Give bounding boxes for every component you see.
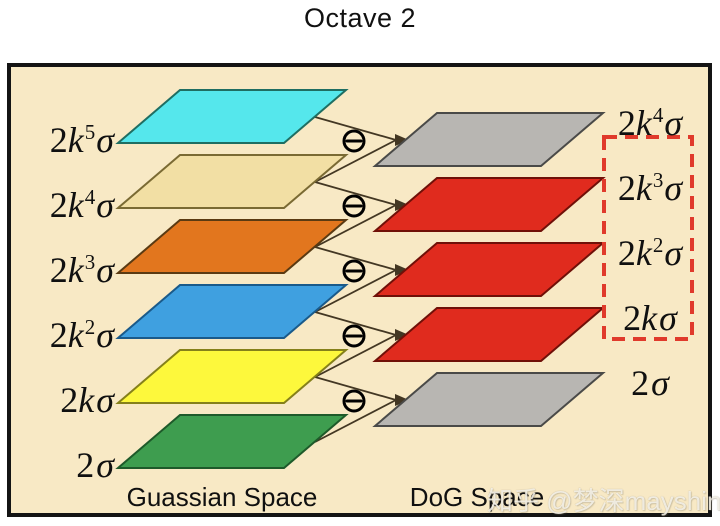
label-var: k [635, 103, 652, 143]
label-sigma: σ [664, 103, 683, 143]
difference-edge [314, 376, 397, 401]
arrowhead-icon [395, 264, 409, 276]
dog-layer-red-3 [372, 307, 606, 362]
gaussian-layer-blue [115, 284, 349, 339]
gaussian-stack [115, 89, 349, 469]
gaussian-layer-cyan [115, 89, 349, 144]
difference-edge [314, 269, 397, 313]
label-sup: 2 [652, 233, 664, 257]
label-sigma: σ [96, 315, 114, 355]
arrowhead-icon [395, 199, 409, 211]
difference-edge [314, 181, 397, 206]
label-var: k [635, 233, 652, 273]
minus-operator-circle [342, 324, 366, 348]
label-coef: 2 [49, 250, 68, 290]
label-var: k [635, 168, 652, 208]
gaussian-layer-orange [115, 219, 349, 274]
label-coef: 2 [617, 233, 636, 273]
dog-sigma-label-2: 2k2σ [604, 223, 696, 273]
label-sup: 4 [84, 185, 96, 209]
label-coef: 2 [631, 363, 650, 403]
label-sigma: σ [659, 298, 677, 338]
keypoint-dashed-box [602, 135, 694, 341]
label-sigma: σ [664, 168, 683, 208]
minus-operator-circle [342, 194, 366, 218]
difference-edge [314, 204, 397, 248]
connection-lines [314, 116, 397, 443]
label-sigma: σ [664, 233, 683, 273]
label-sigma: σ [96, 185, 114, 225]
label-coef: 2 [49, 315, 68, 355]
dog-sigma-label-0: 2k4σ [604, 93, 696, 143]
dog-layer-gray-bottom [372, 372, 606, 427]
difference-edge [314, 139, 397, 183]
label-coef: 2 [60, 380, 79, 420]
gaussian-sigma-label-3: 2k2σ [14, 305, 114, 355]
minus-operator-circle [342, 389, 366, 413]
arrowhead-icon [395, 134, 409, 146]
label-coef: 2 [76, 445, 95, 485]
gaussian-space-label: Guassian Space [126, 482, 318, 512]
difference-edge [314, 334, 397, 378]
dog-sigma-label-3: 2kσ [604, 288, 696, 338]
arrowhead-icon [395, 394, 409, 406]
label-var: k [67, 315, 84, 355]
label-sup: 2 [84, 315, 96, 339]
dog-sigma-label-4: 2σ [604, 353, 696, 403]
gaussian-sigma-label-1: 2k4σ [14, 175, 114, 225]
label-sigma: σ [96, 445, 114, 485]
label-sup: 3 [84, 250, 96, 274]
gaussian-sigma-label-5: 2σ [14, 435, 114, 485]
minus-operator-icon [342, 129, 366, 413]
label-var: k [641, 298, 658, 338]
label-var: k [67, 120, 84, 160]
dog-layer-gray-top [372, 112, 606, 167]
gaussian-sigma-label-0: 2k5σ [14, 110, 114, 160]
dog-stack [372, 112, 606, 427]
label-coef: 2 [617, 103, 636, 143]
arrowhead-icon [395, 329, 409, 341]
minus-operator-circle [342, 259, 366, 283]
difference-edge [314, 246, 397, 271]
label-coef: 2 [623, 298, 642, 338]
label-sigma: σ [651, 363, 669, 403]
label-var: k [67, 185, 84, 225]
gaussian-layer-yellow [115, 349, 349, 404]
dog-layer-red-2 [372, 242, 606, 297]
minus-operator-circle [342, 129, 366, 153]
dog-sigma-label-1: 2k3σ [604, 158, 696, 208]
gaussian-sigma-label-4: 2kσ [14, 370, 114, 420]
label-coef: 2 [617, 168, 636, 208]
label-sigma: σ [96, 120, 114, 160]
gaussian-sigma-label-2: 2k3σ [14, 240, 114, 290]
watermark: 知乎 @梦深mayshine [487, 486, 720, 516]
label-sigma: σ [96, 380, 114, 420]
dog-layer-red-1 [372, 177, 606, 232]
label-var: k [67, 250, 84, 290]
label-sup: 4 [652, 103, 664, 127]
difference-edge [314, 399, 397, 443]
diagram-title: Octave 2 [303, 3, 417, 33]
difference-edge [314, 116, 397, 141]
difference-edge [314, 311, 397, 336]
label-sup: 3 [652, 168, 664, 192]
gaussian-layer-tan [115, 154, 349, 209]
label-coef: 2 [49, 120, 68, 160]
label-sigma: σ [96, 250, 114, 290]
label-var: k [78, 380, 95, 420]
gaussian-layer-green [115, 414, 349, 469]
label-coef: 2 [49, 185, 68, 225]
arrowheads [395, 134, 409, 406]
label-sup: 5 [84, 120, 96, 144]
dog-space-label: DoG Space [409, 482, 545, 512]
